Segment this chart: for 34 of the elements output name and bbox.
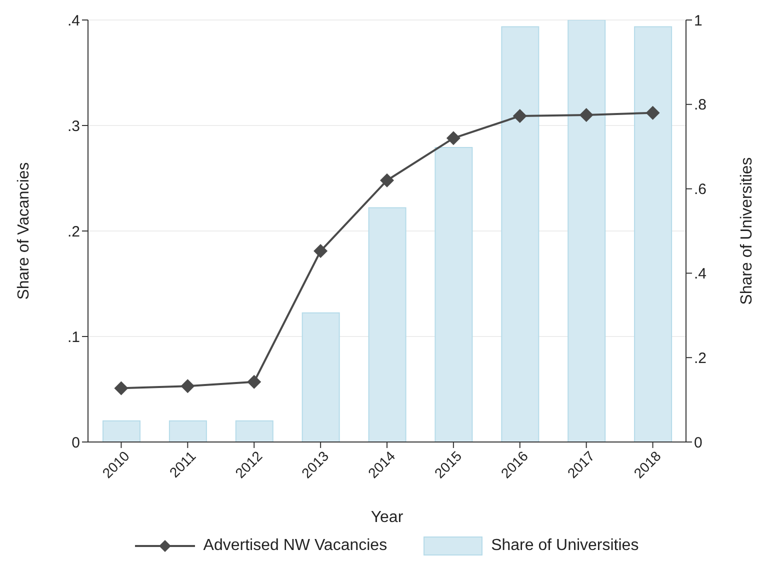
bar [368, 207, 406, 442]
y-tick-label: .2 [67, 223, 80, 240]
y-tick-label: 0 [72, 434, 80, 452]
y2-axis-title: Share of Universities [738, 157, 756, 305]
y2-tick-label: .8 [694, 96, 707, 114]
y2-tick-label: .4 [694, 266, 707, 283]
point [314, 244, 328, 258]
y-tick-label: .1 [67, 328, 80, 346]
x-axis-title: Year [370, 509, 404, 526]
y2-tick-label: .6 [694, 181, 707, 198]
bar [102, 420, 140, 442]
point [446, 131, 460, 146]
y-axis-title: Share of Vacancies [16, 162, 33, 300]
point [646, 106, 660, 120]
bar [434, 146, 473, 442]
bar [501, 26, 540, 442]
bar [302, 312, 340, 442]
bar [634, 26, 672, 442]
legend-label: Share of Universities [491, 537, 639, 555]
y-tick-label: .4 [67, 12, 80, 30]
y2-tick-label: .2 [694, 350, 707, 367]
y2-tick-label: 0 [694, 434, 702, 452]
bar [235, 420, 274, 442]
point [579, 108, 594, 122]
point [180, 379, 195, 394]
y-tick-label: .3 [67, 118, 80, 135]
legend-label: Advertised NW Vacancies [203, 537, 388, 555]
point [380, 173, 394, 188]
bar [168, 420, 207, 442]
point [114, 381, 128, 396]
y2-tick-label: 1 [694, 12, 702, 30]
point [512, 109, 527, 124]
bar [568, 20, 606, 442]
point [247, 374, 262, 389]
